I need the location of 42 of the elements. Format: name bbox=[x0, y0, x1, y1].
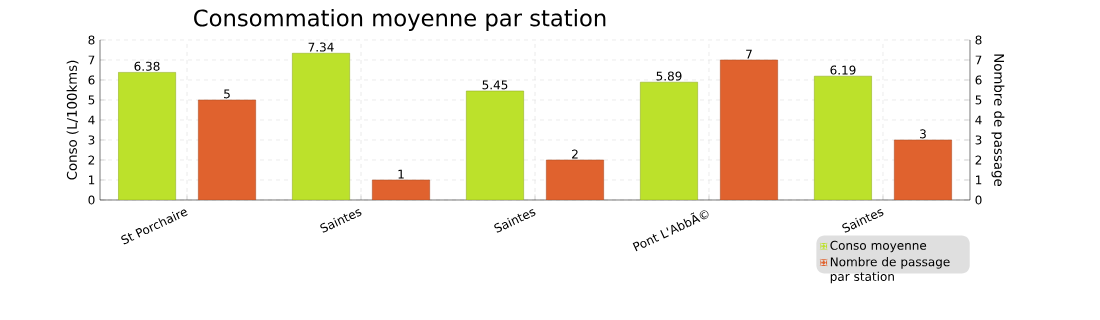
data-label: 5.89 bbox=[656, 71, 682, 81]
bar bbox=[198, 99, 256, 200]
bar bbox=[546, 159, 604, 200]
bar bbox=[118, 72, 176, 200]
bar bbox=[720, 59, 778, 200]
y-tick-label: 4 bbox=[88, 115, 95, 125]
data-label: 5.45 bbox=[482, 80, 508, 90]
y-tick-label: 7 bbox=[88, 55, 95, 65]
y2-tick-label: 5 bbox=[975, 95, 982, 105]
data-label: 6.38 bbox=[134, 61, 160, 71]
y-tick-label: 6 bbox=[88, 75, 95, 85]
data-label: 7.34 bbox=[308, 42, 334, 52]
y2-tick-label: 3 bbox=[975, 135, 982, 145]
bar bbox=[292, 52, 350, 200]
bar bbox=[814, 75, 872, 200]
data-label: 7 bbox=[746, 49, 752, 59]
data-label: 1 bbox=[398, 169, 404, 179]
legend-label: Nombre de passage par station bbox=[830, 257, 950, 284]
data-label: 5 bbox=[224, 89, 230, 99]
chart-title: Consommation moyenne par station bbox=[194, 9, 606, 31]
y-tick-label: 3 bbox=[88, 135, 95, 145]
y-tick-label: 0 bbox=[88, 195, 95, 205]
y2-tick-label: 6 bbox=[975, 75, 982, 85]
data-label: 6.19 bbox=[830, 65, 856, 75]
y2-tick-label: 8 bbox=[975, 35, 982, 45]
y2-tick-label: 7 bbox=[975, 55, 982, 65]
y-axis-title: Conso (L/100kms) bbox=[66, 60, 79, 180]
bar bbox=[640, 81, 698, 200]
y-tick-label: 5 bbox=[88, 95, 95, 105]
y2-tick-label: 4 bbox=[975, 115, 982, 125]
y-tick-label: 8 bbox=[88, 35, 95, 45]
bar bbox=[894, 139, 952, 200]
legend-label: Conso moyenne bbox=[830, 240, 927, 253]
y2-tick-label: 2 bbox=[975, 155, 982, 165]
y2-tick-label: 0 bbox=[975, 195, 982, 205]
data-label: 2 bbox=[572, 149, 578, 159]
y2-axis-title: Nombre de passage bbox=[991, 54, 1005, 187]
y-tick-label: 2 bbox=[88, 155, 95, 165]
y-tick-label: 1 bbox=[88, 175, 95, 185]
bar bbox=[466, 90, 524, 200]
data-label: 3 bbox=[920, 129, 926, 139]
y2-tick-label: 1 bbox=[976, 175, 982, 185]
